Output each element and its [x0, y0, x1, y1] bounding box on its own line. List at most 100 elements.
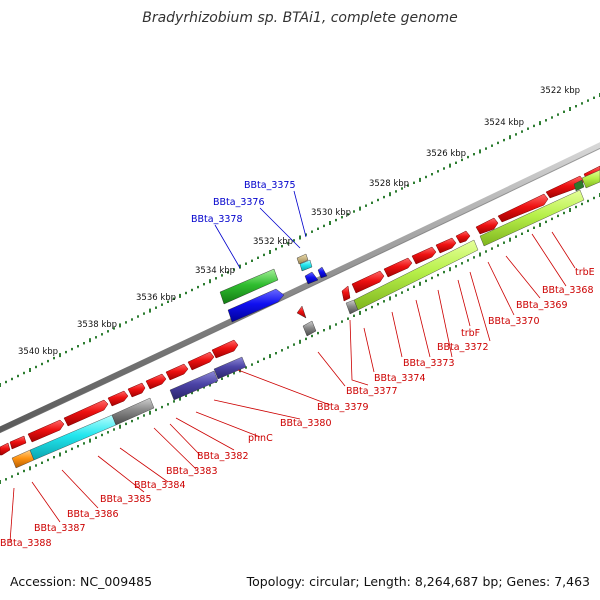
tick-dot	[551, 217, 553, 221]
tick-dot	[287, 346, 289, 349]
tick-dot	[239, 368, 241, 373]
tick-dot	[449, 267, 451, 272]
tick-dot	[251, 363, 253, 366]
scale-label: 3538 kbp	[77, 320, 117, 330]
tick-dot	[47, 359, 49, 363]
tick-dot	[317, 227, 319, 230]
topology-text: Topology: circular; Length: 8,264,687 bp…	[246, 574, 590, 589]
tick-dot	[245, 366, 247, 369]
tick-dot	[407, 288, 409, 291]
tick-dot	[11, 377, 13, 381]
tick-dot	[479, 149, 481, 154]
tick-dot	[257, 360, 259, 363]
tick-dot	[11, 475, 13, 478]
tick-dot	[341, 320, 343, 323]
tick-dot	[101, 333, 103, 336]
tick-dot	[71, 347, 73, 351]
tick-dot	[431, 173, 433, 176]
slate-feature	[169, 370, 219, 401]
tick-dot	[473, 256, 475, 259]
tick-dot	[317, 331, 319, 335]
green-feature	[573, 179, 585, 192]
tick-dot	[377, 198, 379, 202]
genome-backbone	[0, 142, 600, 433]
scale-label: 3532 kbp	[253, 237, 293, 247]
gray-feature	[111, 397, 155, 426]
tick-dot	[365, 204, 367, 207]
tick-dot	[377, 303, 379, 306]
tick-dot	[65, 350, 67, 354]
tick-dot	[473, 153, 475, 156]
tick-dot	[257, 256, 259, 259]
gene-arrow	[107, 390, 129, 407]
scale-label: 3528 kbp	[369, 179, 409, 189]
scale-labels: 3522 kbp 3524 kbp 3526 kbp 3528 kbp 3530…	[18, 86, 580, 357]
tick-dot	[53, 456, 55, 459]
tick-dot	[263, 253, 265, 257]
cyan-feature	[299, 259, 313, 272]
tick-dot	[467, 155, 469, 159]
tick-dot	[497, 141, 499, 145]
tick-dot	[335, 323, 337, 326]
tick-dot	[419, 281, 421, 286]
tick-dot	[593, 196, 595, 200]
tick-dot	[269, 250, 271, 254]
tick-dot	[413, 285, 415, 288]
gene-label: trbE	[575, 267, 595, 278]
tick-dot	[35, 464, 37, 467]
tick-dot	[575, 105, 577, 108]
blue-feature	[317, 266, 328, 279]
tick-dot	[5, 478, 7, 481]
tick-dot	[167, 403, 169, 406]
gene-arrow	[435, 237, 457, 254]
blue-feature	[227, 288, 285, 323]
tick-dot	[491, 144, 493, 147]
tick-dot	[119, 323, 121, 328]
tick-dot	[383, 300, 385, 303]
gene-label: BBta_3377	[346, 386, 398, 397]
tick-dot	[155, 306, 157, 309]
tick-dot	[71, 447, 73, 451]
tick-dot	[587, 99, 589, 102]
tick-dot	[359, 206, 361, 211]
tick-dot	[485, 147, 487, 150]
tick-dot	[281, 245, 283, 248]
tick-dot	[191, 391, 193, 395]
gene-arrow	[475, 217, 499, 235]
gene-label: BBta_3370	[488, 316, 540, 327]
tick-dot	[455, 161, 457, 164]
top-leaders	[214, 190, 307, 269]
tick-dot	[521, 232, 523, 235]
tick-dot	[143, 414, 145, 417]
tick-dot	[131, 318, 133, 321]
tick-dot	[155, 408, 157, 412]
tick-dot	[563, 110, 565, 113]
gene-label: BBta_3383	[166, 466, 218, 477]
tick-dot	[389, 192, 391, 197]
tick-dot	[95, 436, 97, 439]
tick-dot	[227, 271, 229, 274]
scale-label: 3540 kbp	[18, 347, 58, 357]
gene-label: BBta_3369	[516, 300, 568, 311]
gene-arrow	[63, 399, 109, 427]
tick-dot	[557, 214, 559, 218]
tick-dot	[185, 394, 187, 397]
gene-arrow	[27, 419, 65, 443]
gene-label: BBta_3372	[437, 342, 489, 353]
tick-dot	[569, 208, 571, 212]
tick-dot	[467, 259, 469, 262]
tick-dot	[311, 230, 313, 233]
tick-dot	[179, 396, 181, 401]
tick-dot	[587, 199, 589, 203]
lime-feature	[353, 239, 479, 311]
map-title: Bradyrhizobium sp. BTAi1, complete genom…	[142, 10, 458, 26]
blue-feature	[304, 271, 319, 285]
gene-label: BBta_3376	[213, 197, 265, 208]
tick-dot	[383, 195, 385, 199]
tick-dot	[29, 368, 31, 372]
tick-dot	[59, 452, 61, 457]
tick-dot	[143, 312, 145, 315]
tick-dot	[503, 241, 505, 244]
gene-arrow	[455, 230, 471, 244]
tick-dot	[221, 274, 223, 277]
